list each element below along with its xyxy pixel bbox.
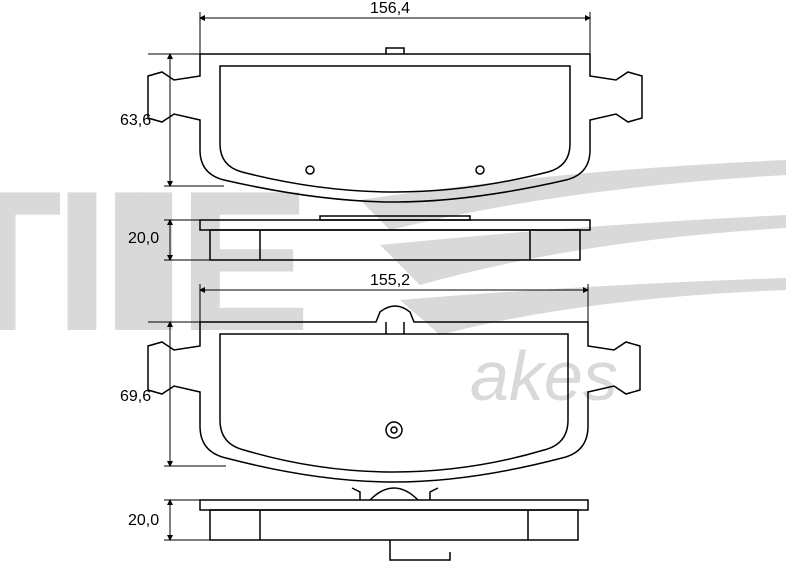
bottom-pad-thickness-dim [164,500,210,540]
bot-height-label: 69,6 [120,388,151,406]
top-pad-front [148,48,642,202]
top-pad-thickness-dim [164,220,210,260]
bot-width-label: 155,2 [370,272,410,290]
top-thick-label: 20,0 [128,230,159,248]
bottom-pad-side [200,488,588,560]
technical-drawing [0,0,786,585]
top-pad-height-dim [148,54,224,186]
bottom-pad-front [148,306,640,482]
bot-thick-label: 20,0 [128,512,159,530]
top-pad-side [200,216,590,260]
top-width-label: 156,4 [370,0,410,18]
top-height-label: 63,6 [120,112,151,130]
